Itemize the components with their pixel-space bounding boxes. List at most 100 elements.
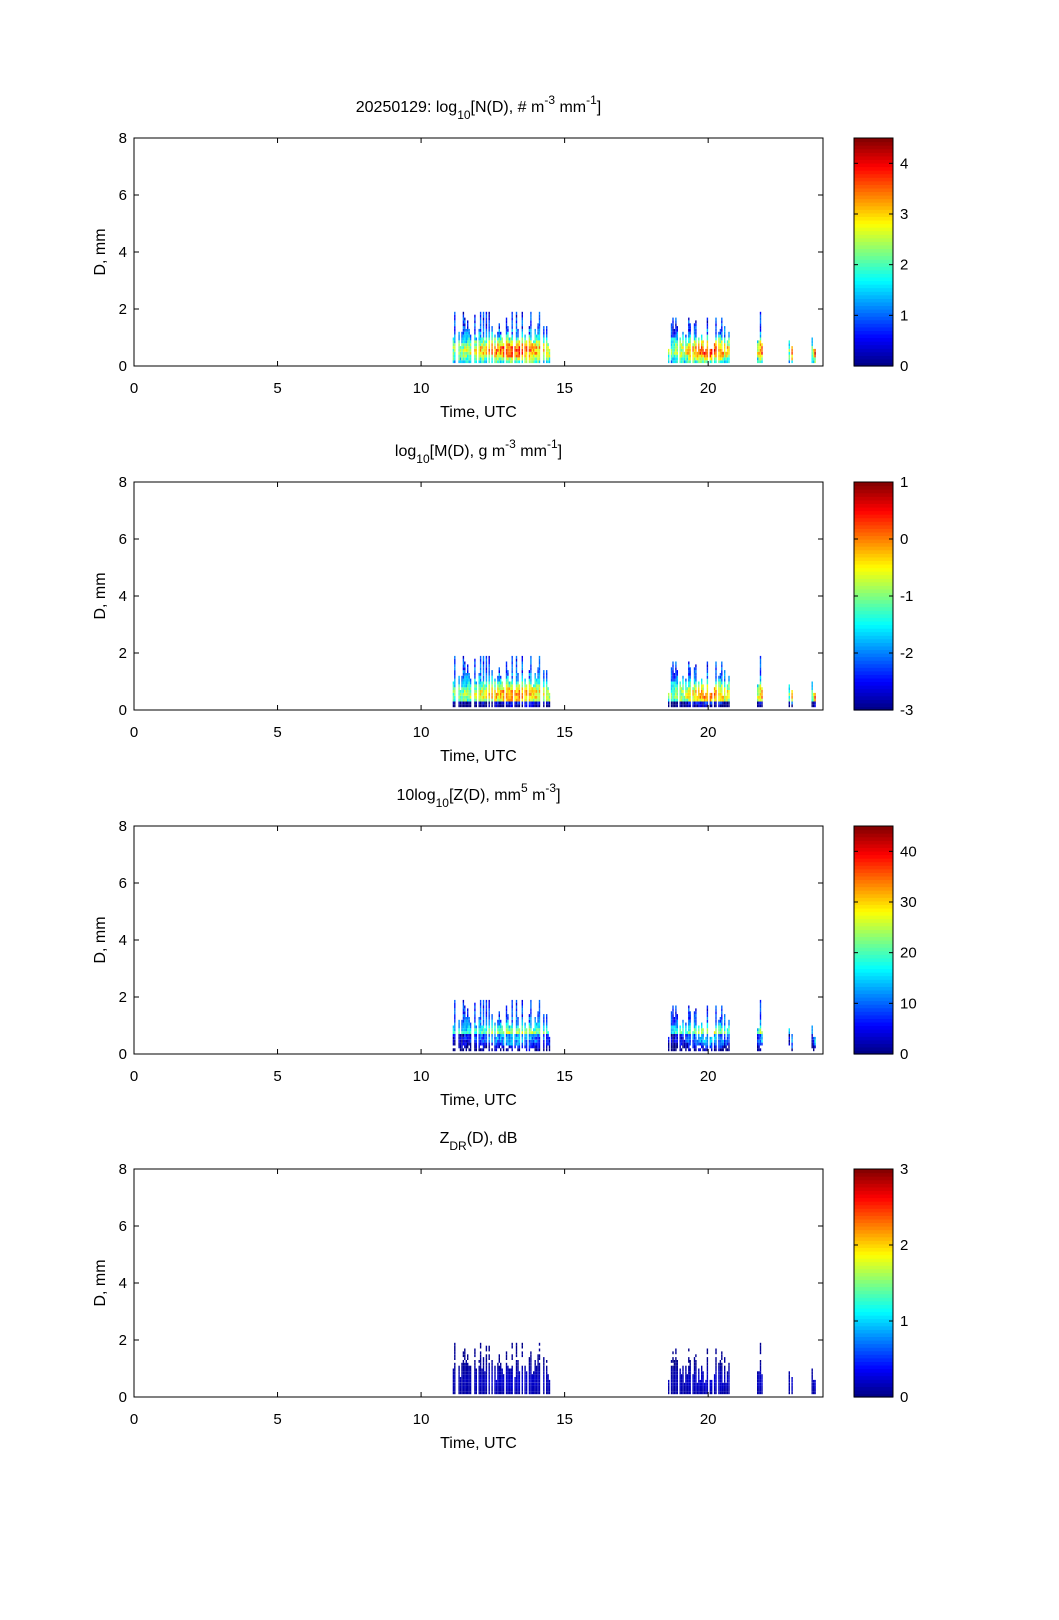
- heatmap-cell: [488, 1379, 490, 1383]
- heatmap-cell: [474, 678, 476, 682]
- y-tick-label: 0: [119, 1389, 127, 1406]
- heatmap-cell: [713, 1374, 716, 1377]
- heatmap-cell: [759, 317, 762, 321]
- heatmap-cell: [693, 692, 696, 696]
- heatmap-cell: [488, 1039, 490, 1043]
- heatmap-cell: [524, 348, 526, 352]
- heatmap-cell: [500, 337, 502, 341]
- heatmap-cell: [485, 1005, 488, 1009]
- heatmap-cell: [479, 326, 482, 329]
- heatmap-cell: [474, 1371, 476, 1375]
- heatmap-cell: [670, 1365, 673, 1369]
- heatmap-cell: [518, 1036, 521, 1040]
- heatmap-cell: [758, 1039, 760, 1043]
- heatmap-cell: [505, 354, 508, 358]
- heatmap-cell: [510, 695, 512, 699]
- heatmap-cell: [501, 1025, 503, 1029]
- heatmap-cell: [468, 695, 470, 699]
- colorbar-step: [854, 702, 893, 708]
- heatmap-cell: [484, 698, 486, 702]
- heatmap-cell: [531, 698, 533, 702]
- heatmap-cell: [673, 1388, 676, 1392]
- heatmap-cell: [670, 354, 673, 358]
- heatmap-cell: [689, 670, 691, 673]
- heatmap-cell: [538, 1045, 541, 1049]
- colorbar-tick-label: -3: [900, 702, 913, 719]
- colorbar-step: [854, 1039, 893, 1044]
- heatmap-cell: [718, 695, 720, 699]
- heatmap-cell: [517, 1379, 519, 1383]
- colorbar-step: [854, 854, 893, 859]
- heatmap-cell: [675, 360, 677, 364]
- colorbar-step: [854, 893, 893, 898]
- heatmap-cell: [672, 681, 674, 685]
- heatmap-cell: [517, 1362, 519, 1366]
- heatmap-cell: [459, 1382, 462, 1386]
- heatmap-cell: [685, 692, 687, 696]
- heatmap-cell: [521, 331, 523, 335]
- heatmap-cell: [702, 1048, 704, 1052]
- heatmap-cell: [481, 1368, 483, 1372]
- heatmap-cell: [721, 670, 723, 673]
- heatmap-cell: [464, 1014, 466, 1017]
- heatmap-cell: [721, 1008, 723, 1012]
- heatmap-cell: [668, 695, 670, 699]
- heatmap-cell: [461, 1379, 463, 1383]
- heatmap-cell: [510, 1385, 512, 1389]
- colorbar-step: [854, 1354, 893, 1359]
- heatmap-cell: [535, 348, 538, 352]
- heatmap-cell: [511, 1011, 513, 1015]
- heatmap-cell: [511, 314, 513, 318]
- heatmap-cell: [464, 1045, 466, 1049]
- heatmap-cell: [485, 1031, 488, 1034]
- heatmap-cell: [475, 690, 477, 693]
- heatmap-cell: [537, 1034, 539, 1037]
- y-tick-label: 8: [119, 818, 127, 835]
- heatmap-cell: [726, 701, 729, 705]
- heatmap-cell: [791, 1036, 793, 1040]
- heatmap-cell: [462, 1385, 465, 1389]
- heatmap-cell: [524, 1034, 526, 1037]
- heatmap-cell: [698, 343, 700, 347]
- heatmap-cell: [497, 1019, 499, 1023]
- heatmap-cell: [546, 1377, 548, 1380]
- heatmap-cell: [672, 701, 674, 705]
- heatmap-cell: [791, 695, 793, 699]
- heatmap-cell: [670, 1385, 673, 1389]
- heatmap-cell: [533, 1034, 535, 1037]
- heatmap-cell: [515, 346, 518, 349]
- heatmap-cell: [525, 695, 528, 699]
- heatmap-cell: [521, 1002, 523, 1006]
- heatmap-cell: [467, 1391, 469, 1395]
- heatmap-cell: [517, 684, 519, 688]
- heatmap-cell: [709, 348, 711, 352]
- heatmap-cell: [501, 1379, 503, 1383]
- heatmap-cell: [695, 1391, 697, 1395]
- heatmap-cell: [673, 1368, 676, 1372]
- heatmap-cell: [719, 1042, 722, 1046]
- heatmap-cell: [668, 351, 670, 355]
- heatmap-cell: [535, 1048, 538, 1052]
- colorbar-step: [854, 1043, 893, 1048]
- heatmap-cell: [728, 1385, 730, 1389]
- heatmap-cell: [698, 1374, 700, 1377]
- heatmap-cell: [515, 1039, 518, 1043]
- heatmap-cell: [672, 678, 674, 682]
- heatmap-cell: [511, 1388, 513, 1392]
- heatmap-cell: [672, 334, 674, 338]
- heatmap-cell: [514, 1039, 516, 1043]
- heatmap-cell: [679, 1385, 681, 1389]
- heatmap-cell: [699, 1382, 701, 1386]
- heatmap-cell: [461, 1365, 463, 1369]
- heatmap-cell: [534, 1385, 536, 1389]
- heatmap-cell: [461, 343, 463, 347]
- heatmap-cell: [479, 1011, 482, 1015]
- heatmap-cell: [535, 695, 538, 699]
- heatmap-cell: [672, 328, 674, 332]
- heatmap-cell: [728, 1025, 730, 1029]
- heatmap-cell: [501, 1036, 503, 1040]
- heatmap-cell: [510, 357, 512, 361]
- heatmap-cell: [695, 1360, 697, 1363]
- heatmap-cell: [679, 1371, 681, 1375]
- heatmap-cell: [464, 684, 466, 688]
